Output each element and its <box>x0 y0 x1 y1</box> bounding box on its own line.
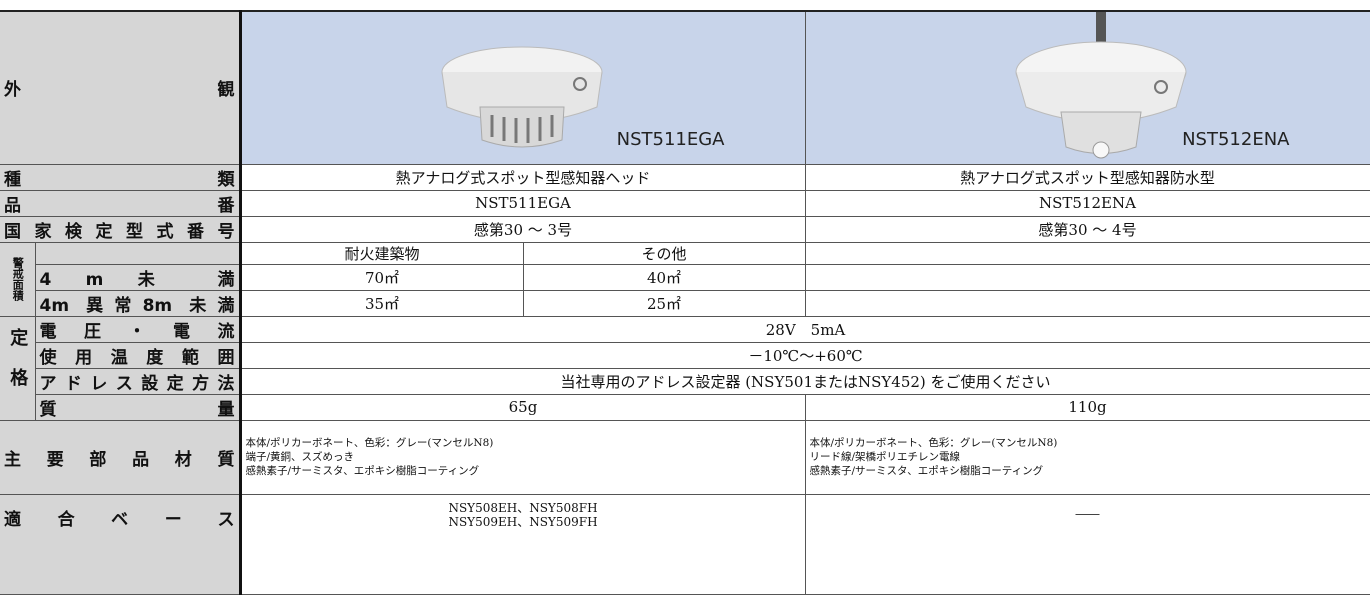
cell: 感第30 ～ 4号 <box>805 216 1370 242</box>
text-line: ―― <box>810 507 1366 521</box>
cell <box>805 290 1370 316</box>
text-line: NSY508EH、NSY508FH <box>246 501 801 515</box>
cell: －10℃～+60℃ <box>240 342 1370 368</box>
cell: 35㎡ <box>240 290 523 316</box>
text-line: 本体/ポリカーボネート、色彩：グレー(マンセルN8) <box>810 436 1366 450</box>
label: 外 観 <box>0 11 240 164</box>
text-line: 感熱素子/サーミスタ、エポキシ樹脂コーティング <box>810 464 1366 478</box>
label: 警戒面積 <box>0 242 35 316</box>
cell: 25㎡ <box>523 290 805 316</box>
cell: 70㎡ <box>240 264 523 290</box>
text-line: 感熱素子/サーミスタ、エポキシ樹脂コーティング <box>246 464 801 478</box>
cell: 熱アナログ式スポット型感知器防水型 <box>805 164 1370 190</box>
product-image: NST511EGA <box>240 11 805 164</box>
label <box>35 242 240 264</box>
cell: その他 <box>523 242 805 264</box>
label: 定格 <box>0 316 35 420</box>
product-caption: NST511EGA <box>617 129 725 150</box>
page: {"labels":{"appearance":"外 観","type":"種 … <box>0 0 1370 548</box>
materials: 本体/ポリカーボネート、色彩：グレー(マンセルN8)端子/黄銅、スズめっき感熱素… <box>240 420 805 494</box>
cell: 40㎡ <box>523 264 805 290</box>
label: 4 m 未 満 <box>35 264 240 290</box>
product-image: NST512ENA <box>805 11 1370 164</box>
label: 使用温度範囲 <box>35 342 240 368</box>
cell: 当社専用のアドレス設定器 (NSY501またはNSY452) をご使用ください <box>240 368 1370 394</box>
cell <box>805 242 1370 264</box>
cell: NST511EGA <box>240 190 805 216</box>
base: ―― <box>805 494 1370 594</box>
cell <box>805 264 1370 290</box>
cell: 耐火建築物 <box>240 242 523 264</box>
spec-table: 外 観 NST511EGA NST512ENA 種 類熱アナログ式スポット型感知… <box>0 10 1370 595</box>
text-line: 本体/ポリカーボネート、色彩：グレー(マンセルN8) <box>246 436 801 450</box>
label: 電圧・電流 <box>35 316 240 342</box>
cell: 65g <box>240 394 805 420</box>
cell: 110g <box>805 394 1370 420</box>
cell: 感第30 ～ 3号 <box>240 216 805 242</box>
row: 外 観 NST511EGA NST512ENA <box>0 11 1370 164</box>
cell: 熱アナログ式スポット型感知器ヘッド <box>240 164 805 190</box>
label: 品 番 <box>0 190 240 216</box>
label: 国家検定型式番号 <box>0 216 240 242</box>
cell: NST512ENA <box>805 190 1370 216</box>
label: 4m 異常8m 未満 <box>35 290 240 316</box>
label: 適合ベース <box>0 494 240 594</box>
text-line: リード線/架橋ポリエチレン電線 <box>810 450 1366 464</box>
label: 種 類 <box>0 164 240 190</box>
text-line: NSY509EH、NSY509FH <box>246 515 801 529</box>
label: 質 量 <box>35 394 240 420</box>
materials: 本体/ポリカーボネート、色彩：グレー(マンセルN8)リード線/架橋ポリエチレン電… <box>805 420 1370 494</box>
cell: 28V 5mA <box>240 316 1370 342</box>
text-line: 端子/黄銅、スズめっき <box>246 450 801 464</box>
product-caption: NST512ENA <box>1182 129 1289 150</box>
label: アドレス設定方法 <box>35 368 240 394</box>
label: 主要部品材質 <box>0 420 240 494</box>
